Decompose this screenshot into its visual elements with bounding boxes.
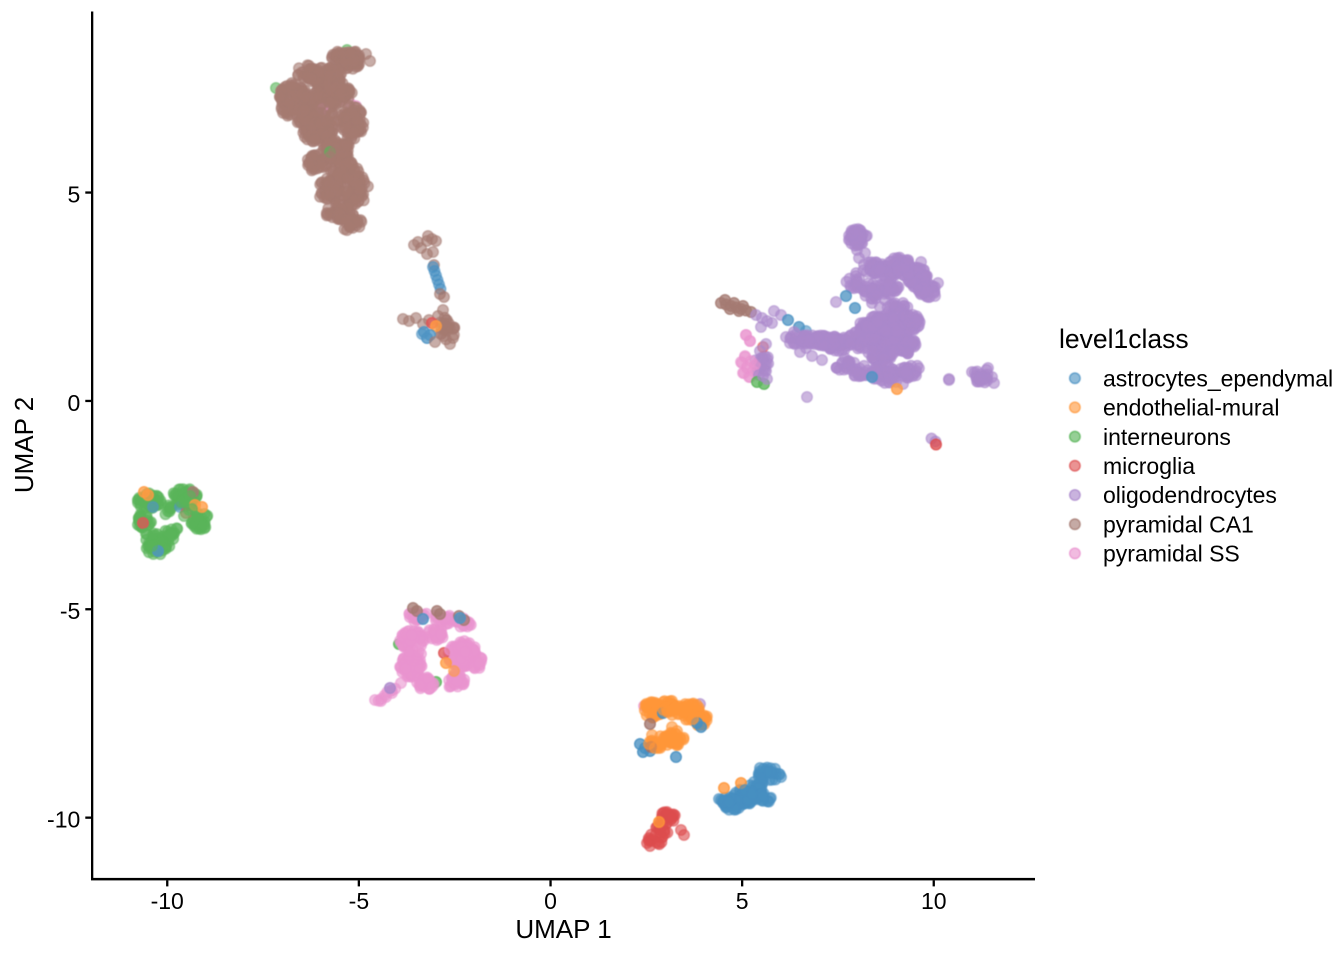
svg-text:microglia: microglia xyxy=(1103,453,1195,479)
svg-text:-10: -10 xyxy=(47,807,80,833)
svg-text:5: 5 xyxy=(736,888,749,914)
svg-text:-5: -5 xyxy=(349,888,369,914)
svg-text:10: 10 xyxy=(921,888,947,914)
svg-text:endothelial-mural: endothelial-mural xyxy=(1103,395,1279,421)
svg-text:UMAP 2: UMAP 2 xyxy=(9,397,39,493)
svg-text:pyramidal SS: pyramidal SS xyxy=(1103,541,1240,567)
svg-text:-5: -5 xyxy=(60,598,80,624)
svg-text:0: 0 xyxy=(544,888,557,914)
svg-text:pyramidal CA1: pyramidal CA1 xyxy=(1103,511,1254,537)
svg-text:interneurons: interneurons xyxy=(1103,424,1231,450)
svg-text:level1class: level1class xyxy=(1059,324,1189,354)
svg-text:UMAP 1: UMAP 1 xyxy=(515,914,611,944)
svg-text:0: 0 xyxy=(68,390,81,416)
svg-text:5: 5 xyxy=(68,182,81,208)
svg-text:astrocytes_ependymal: astrocytes_ependymal xyxy=(1103,365,1333,391)
svg-text:oligodendrocytes: oligodendrocytes xyxy=(1103,482,1277,508)
svg-text:-10: -10 xyxy=(151,888,184,914)
